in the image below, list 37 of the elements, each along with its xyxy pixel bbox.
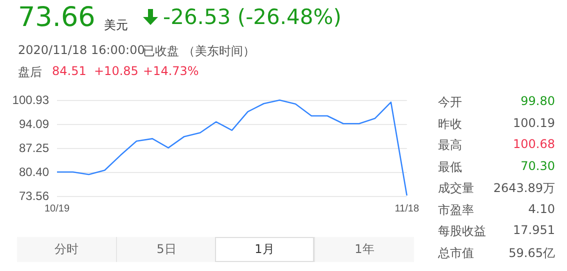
y-tick-label: 94.09 bbox=[18, 116, 50, 131]
chart-title: 73.66 bbox=[18, 1, 96, 35]
text: 99.80 bbox=[520, 94, 555, 108]
text: 美元 bbox=[104, 17, 128, 34]
text: 84.51 bbox=[52, 64, 86, 78]
text: 70.30 bbox=[520, 158, 555, 172]
x-tick-label: 10/19 bbox=[44, 204, 70, 214]
text: 17.951 bbox=[513, 223, 555, 237]
text: 100.68 bbox=[513, 137, 555, 151]
text: +10.85 bbox=[94, 64, 138, 78]
y-tick-label: 100.93 bbox=[12, 93, 50, 107]
text: 59.65亿 bbox=[508, 244, 555, 262]
text: 每股收益 bbox=[438, 223, 486, 240]
text: 已收盘 （美东时间） bbox=[143, 43, 255, 60]
text: 100.19 bbox=[513, 116, 555, 130]
y-tick-label: 87.25 bbox=[18, 140, 50, 155]
text: 今开 bbox=[438, 94, 462, 111]
text: 分时 bbox=[17, 237, 116, 262]
text: 昨收 bbox=[438, 116, 462, 132]
x-tick-label: 11/18 bbox=[394, 204, 420, 214]
text: 最低 bbox=[438, 158, 462, 176]
text: 2643.89万 bbox=[493, 180, 555, 197]
text: 4.10 bbox=[528, 202, 555, 216]
line-series bbox=[56, 99, 408, 196]
text: 总市值 bbox=[438, 244, 474, 262]
text: 最高 bbox=[438, 137, 462, 154]
text: 1月 bbox=[215, 237, 314, 262]
text: -26.53 (-26.48%) bbox=[163, 4, 342, 30]
text: 市盈率 bbox=[438, 202, 474, 218]
y-tick-label: 80.40 bbox=[18, 165, 50, 180]
y-tick-label: 73.56 bbox=[18, 189, 50, 203]
text: 1年 bbox=[314, 237, 414, 262]
text: 5日 bbox=[116, 237, 216, 262]
text: 盘后 bbox=[18, 64, 42, 81]
text: 2020/11/18 16:00:00 bbox=[18, 43, 145, 57]
text: 成交量 bbox=[438, 180, 474, 197]
text: +14.73% bbox=[143, 64, 199, 78]
